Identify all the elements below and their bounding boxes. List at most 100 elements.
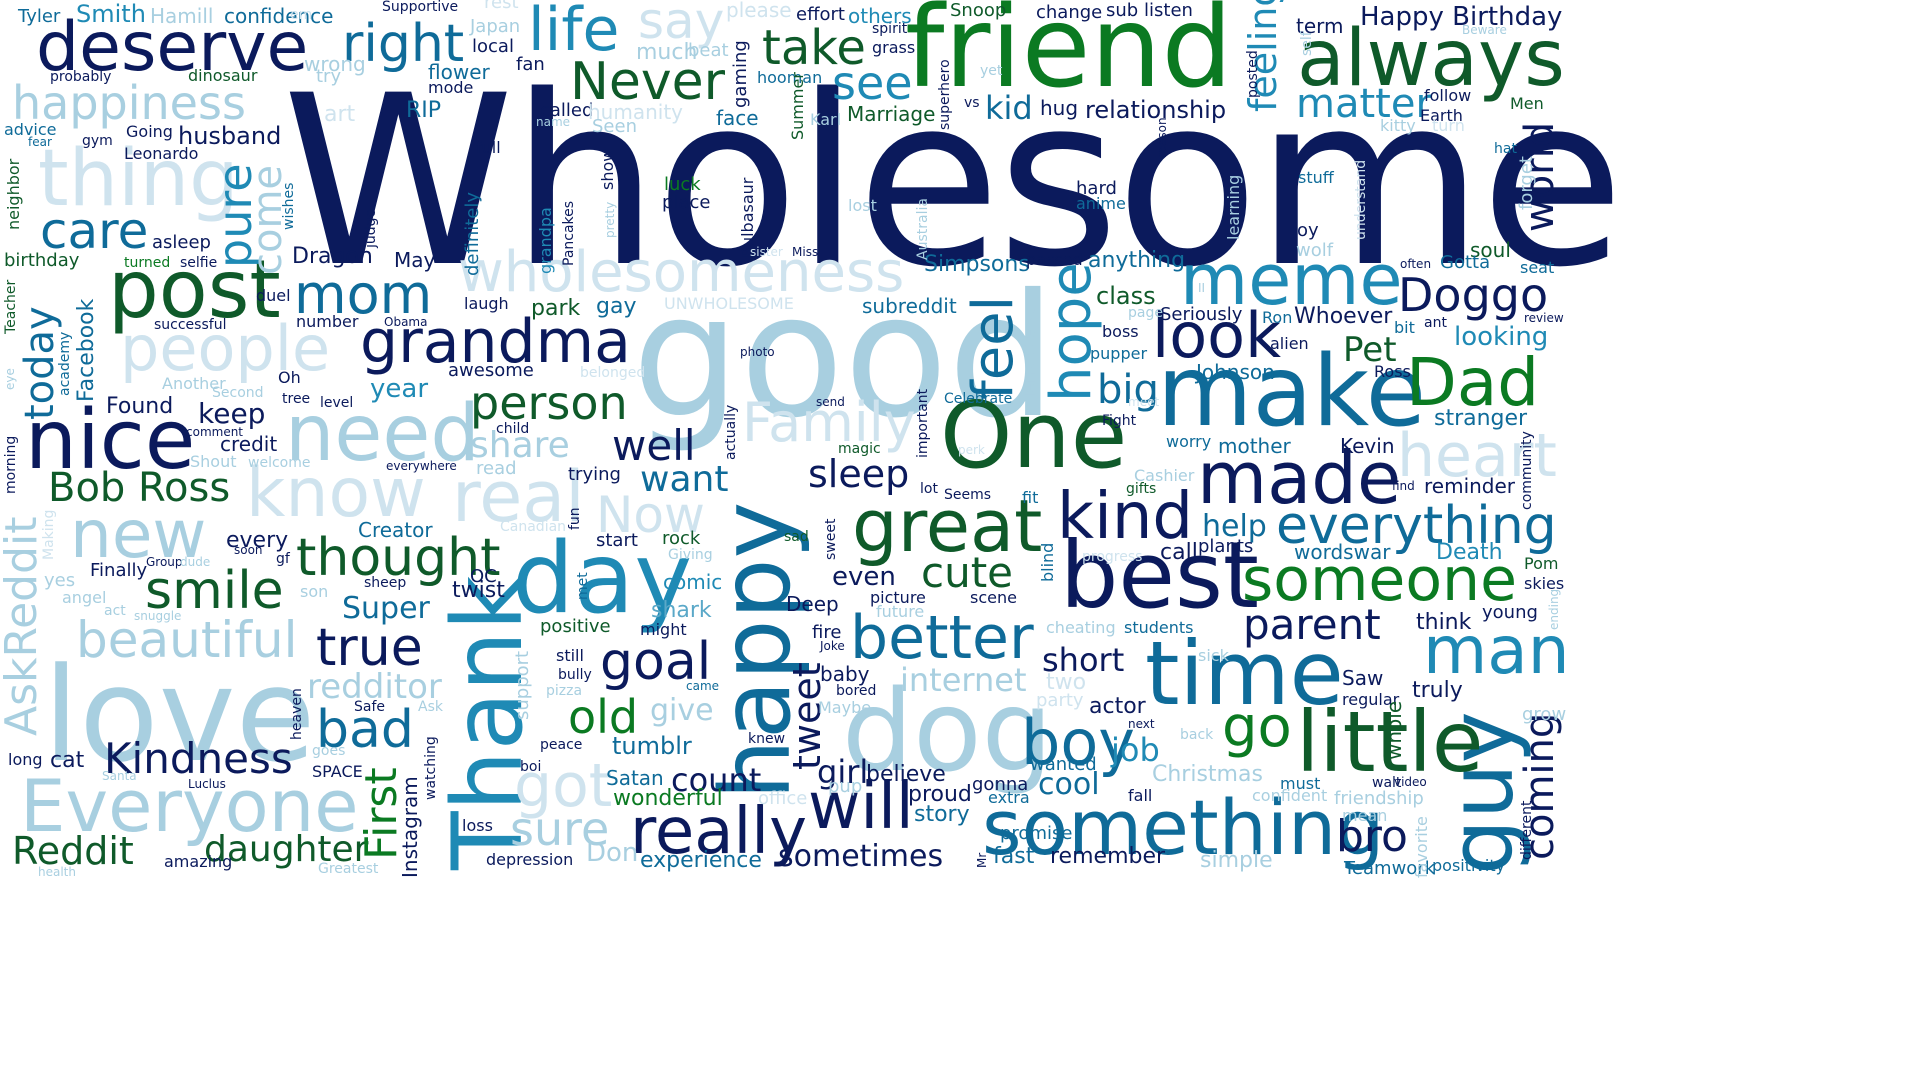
cloud-word: Doggo: [1398, 268, 1549, 322]
cloud-word: skies: [1524, 574, 1565, 593]
cloud-word: try: [316, 66, 342, 87]
cloud-word: sub: [1106, 0, 1139, 21]
cloud-word: Deep: [786, 592, 839, 616]
cloud-word: Earth: [1420, 106, 1463, 125]
cloud-word: twist: [452, 578, 505, 603]
cloud-word: man: [1423, 612, 1570, 689]
cloud-word: yet: [980, 63, 1003, 79]
cloud-word: Pancakes: [561, 200, 577, 266]
cloud-word: dog: [842, 667, 1053, 797]
cloud-word: big: [1097, 367, 1159, 413]
cloud-word: AskReddit: [0, 516, 47, 736]
cloud-word: Smith: [76, 0, 146, 28]
cloud-word: OC: [470, 566, 497, 587]
cloud-word: Now: [596, 486, 705, 544]
cloud-word: confident: [1252, 786, 1328, 805]
cloud-word: grandpa: [536, 207, 555, 274]
cloud-word: watching: [423, 736, 439, 800]
cloud-word: Pet: [1343, 330, 1397, 370]
cloud-word: positive: [540, 616, 611, 637]
cloud-word: call: [1160, 540, 1198, 565]
cloud-word: forget: [1516, 156, 1537, 210]
cloud-word: laugh: [464, 294, 509, 313]
cloud-word: magic: [838, 441, 881, 457]
cloud-word: gay: [596, 294, 637, 319]
cloud-word: wanted: [1030, 754, 1097, 775]
cloud-word: looking: [1454, 322, 1549, 352]
cloud-word: bully: [558, 667, 592, 683]
cloud-word: kid: [985, 89, 1033, 127]
cloud-word: art: [324, 102, 356, 127]
cloud-word: Terry Crews: [1020, 307, 1039, 400]
cloud-word: hat: [1494, 141, 1517, 157]
cloud-word: turn: [1432, 116, 1465, 135]
cloud-word: knew: [748, 731, 786, 747]
cloud-word: comment: [186, 425, 244, 439]
cloud-word: fall: [1128, 786, 1153, 805]
cloud-word: Whoever: [1294, 304, 1393, 329]
cloud-word: Super: [342, 591, 430, 626]
cloud-word: hooman: [757, 68, 823, 87]
cloud-word: Shout: [190, 452, 237, 471]
cloud-word: year: [370, 374, 429, 404]
cloud-word: Wholesome: [282, 46, 1625, 319]
cloud-word: Facebook: [74, 298, 99, 402]
cloud-word: everything: [1276, 496, 1557, 556]
cloud-word: bad: [316, 700, 414, 760]
cloud-word: wholesomeness: [458, 240, 905, 305]
cloud-word: story: [914, 802, 970, 827]
cloud-word: vs: [964, 95, 980, 111]
cloud-word: awesome: [448, 360, 534, 381]
cloud-word: mean: [1342, 806, 1388, 825]
cloud-word: proud: [908, 782, 972, 807]
cloud-word: UNWHOLESOME: [664, 294, 794, 313]
cloud-word: friendship: [1334, 788, 1424, 809]
cloud-word: flower: [428, 60, 490, 84]
cloud-word: Snoop: [950, 0, 1007, 21]
cloud-word: full: [476, 138, 501, 157]
cloud-word: Luclus: [188, 777, 226, 791]
cloud-word: meme: [1180, 239, 1403, 321]
cloud-word: called: [540, 100, 594, 121]
cloud-word: dinosaur: [188, 66, 258, 85]
cloud-word: care: [40, 202, 149, 260]
cloud-word: kitty: [1380, 116, 1416, 135]
cloud-word: act: [104, 603, 126, 619]
cloud-word: health: [38, 865, 76, 879]
cloud-word: Japan: [470, 16, 521, 37]
cloud-word: Miss: [792, 245, 819, 259]
cloud-word: seat: [1520, 258, 1555, 277]
cloud-word: Karl: [810, 110, 842, 129]
cloud-word: support: [512, 650, 533, 720]
cloud-word: better: [850, 603, 1034, 673]
cloud-word: best: [1060, 522, 1260, 629]
cloud-word: joy: [1292, 220, 1319, 241]
cloud-word: Kevin: [1340, 434, 1395, 458]
cloud-word: sister: [750, 245, 783, 259]
cloud-word: morning: [3, 435, 19, 494]
cloud-word: beautiful: [76, 611, 298, 669]
cloud-word: positivity: [1432, 856, 1506, 875]
cloud-word: much: [636, 40, 698, 65]
cloud-word: deserve: [36, 8, 309, 87]
cloud-word: hope: [1039, 262, 1104, 402]
cloud-word: Obama: [384, 315, 428, 329]
cloud-word: party: [1036, 690, 1084, 711]
cloud-word: cheating: [1046, 618, 1116, 637]
cloud-word: Saw: [1342, 666, 1384, 690]
cloud-word: Leonardo: [124, 144, 199, 163]
cloud-word: neighbor: [4, 158, 23, 230]
cloud-word: wrong: [304, 52, 366, 76]
cloud-word: hug: [1040, 96, 1079, 120]
cloud-word: want: [640, 459, 729, 500]
cloud-word: class: [1096, 282, 1156, 310]
cloud-word: soul: [1470, 238, 1511, 262]
cloud-word: son: [300, 582, 329, 601]
cloud-word: daughter: [204, 829, 369, 870]
cloud-word: credit: [220, 432, 278, 456]
cloud-word: snuggle: [134, 609, 182, 623]
cloud-word: Dad: [1406, 344, 1540, 421]
cloud-word: Hamill: [150, 4, 214, 28]
cloud-word: read: [476, 458, 517, 479]
cloud-word: simple: [1200, 848, 1273, 873]
